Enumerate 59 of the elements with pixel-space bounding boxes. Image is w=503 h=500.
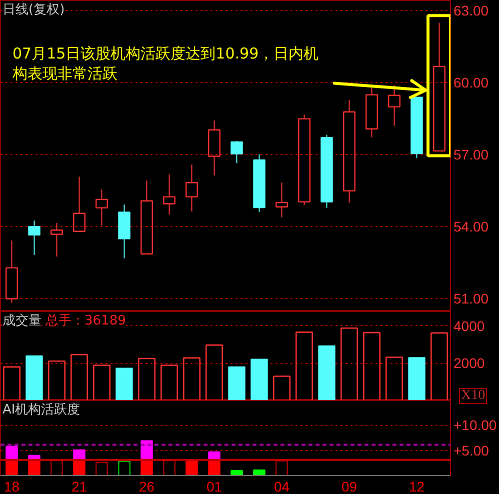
bar <box>253 469 266 476</box>
x-tick-label: 21 <box>71 478 88 494</box>
x-tick-label: 09 <box>341 478 358 494</box>
bar <box>363 332 380 400</box>
y-tick-label: +5.00 <box>454 442 490 458</box>
bar <box>160 364 178 400</box>
bar <box>6 446 18 460</box>
x-tick-label: 04 <box>274 478 290 494</box>
y-tick-label: 51.00 <box>454 290 489 307</box>
bar <box>296 332 313 400</box>
bar <box>386 356 403 400</box>
candlestick <box>186 164 198 212</box>
bar <box>70 354 88 400</box>
chart-title: AI机构活跃度 <box>2 402 80 418</box>
candlestick <box>140 180 153 255</box>
candlestick <box>50 222 63 258</box>
annotation: 07月15日该股机构活跃度达到10.99，日内机构表现非常活跃 <box>12 44 319 82</box>
x-tick-label: 26 <box>138 478 155 494</box>
chart-title: 日线(复权) <box>2 2 65 18</box>
text: X10 <box>461 388 486 403</box>
y-tick-label: 60.00 <box>454 74 489 91</box>
bar <box>228 366 246 400</box>
bar <box>273 376 290 400</box>
y-tick-label: 4000 <box>454 318 485 334</box>
bar <box>48 360 66 400</box>
bar <box>230 470 243 476</box>
candlestick <box>96 189 108 226</box>
y-tick-label: 2000 <box>454 355 485 372</box>
x-tick-label: 18 <box>4 478 20 494</box>
chart-title: 成交量 <box>2 312 42 328</box>
bar <box>250 358 268 400</box>
bar <box>26 355 43 400</box>
candlestick <box>276 182 288 218</box>
bar <box>206 344 223 400</box>
bar <box>138 358 156 400</box>
y-tick-label: 63.00 <box>454 2 489 19</box>
bar <box>116 368 133 400</box>
y-tick-label: 54.00 <box>454 218 489 235</box>
chart-subtitle: 总手：36189 <box>44 314 126 328</box>
candlestick <box>208 120 220 176</box>
bar <box>3 366 20 400</box>
candlestick <box>73 176 86 232</box>
candlestick <box>388 84 400 126</box>
x-tick-label: 01 <box>206 478 222 494</box>
bar <box>318 345 336 400</box>
candlestick <box>118 204 130 259</box>
bar <box>408 357 426 400</box>
candlestick <box>343 99 356 204</box>
candlestick <box>28 220 40 256</box>
bar <box>93 364 110 400</box>
candlestick <box>253 154 266 212</box>
y-tick-label: 57.00 <box>454 146 489 163</box>
bar <box>340 327 358 400</box>
bar <box>183 357 200 400</box>
candlestick <box>433 22 446 152</box>
candlestick <box>163 174 176 216</box>
y-tick-label: +10.00 <box>454 417 497 434</box>
bar <box>430 332 448 400</box>
x-tick-label: 12 <box>408 478 425 494</box>
